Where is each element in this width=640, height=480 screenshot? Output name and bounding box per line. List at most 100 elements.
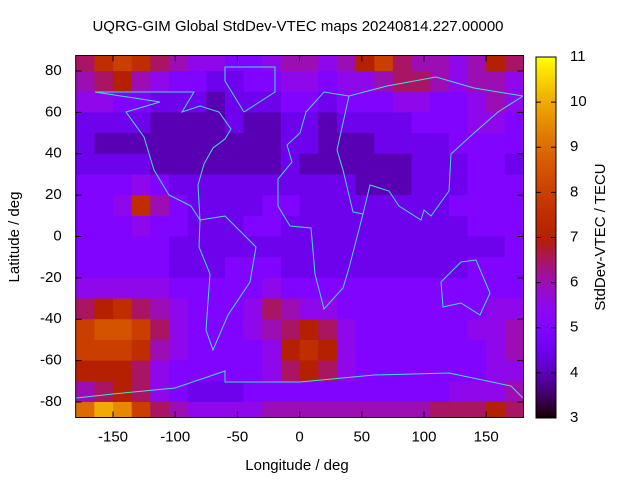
heatmap-cell [150,381,170,403]
colorbar-swatch [536,252,556,257]
colorbar-swatch [536,384,556,389]
coastline [224,66,276,113]
colorbar-swatch [536,411,556,416]
heatmap-cell [150,153,170,175]
heatmap-cell [168,236,189,258]
heatmap-cell [430,257,450,279]
x-tick-label: 0 [295,428,303,445]
heatmap-cell [448,112,468,134]
heatmap-cell [336,339,356,362]
heatmap-cell [374,133,394,155]
heatmap-cell [318,215,338,237]
colorbar-swatch [536,264,556,269]
heatmap-cell [430,319,450,341]
heatmap-cell [243,153,263,175]
heatmap-cell [392,277,412,299]
heatmap-cell [430,236,450,258]
colorbar-swatch [536,276,556,281]
heatmap-cell [392,236,412,258]
heatmap-cell [355,257,375,279]
heatmap-cell [206,360,226,382]
heatmap-cell [299,215,319,237]
heatmap-cell [243,277,263,299]
colorbar-swatch [536,249,556,254]
heatmap-cell [504,339,524,362]
colorbar-swatch [536,300,556,305]
colorbar-swatch [536,222,556,226]
heatmap-cell [280,381,300,403]
heatmap-cell [131,401,151,418]
heatmap-cell [131,91,151,113]
heatmap-cell [187,360,207,382]
heatmap-cell [280,401,300,418]
heatmap-cell [374,55,394,72]
heatmap-cell [355,215,375,237]
heatmap-cell [504,257,524,279]
heatmap-cell [411,339,431,362]
colorbar-swatch [536,147,556,151]
heatmap-cell [224,91,245,113]
heatmap-cell [392,319,412,341]
x-tick-label: -100 [160,428,190,445]
colorbar-swatch [536,225,556,229]
heatmap-cell [392,153,412,175]
heatmap-cell [336,215,356,237]
heatmap-cell [280,319,300,341]
heatmap-cell [448,277,468,299]
heatmap-cell [262,339,282,362]
heatmap-cell [224,174,245,196]
heatmap-cell [318,339,338,362]
heatmap-cell [262,401,282,418]
heatmap-cell [486,319,506,341]
heatmap-cell [467,55,487,72]
colorbar-swatch [536,93,556,97]
heatmap-cell [504,401,524,418]
heatmap-cell [113,174,133,196]
heatmap-cell [318,319,338,341]
heatmap-cell [430,112,450,134]
heatmap-cell [131,319,151,341]
heatmap-cell [243,257,263,279]
heatmap-cell [187,277,207,299]
heatmap-cell [150,215,170,237]
colorbar-swatch [536,105,556,109]
colorbar-swatch [536,261,556,266]
heatmap-cell [131,277,151,299]
heatmap-cell [75,319,95,341]
heatmap-cell [318,55,338,72]
heatmap-cell [168,215,189,237]
heatmap-cell [262,319,282,341]
heatmap-cell [168,360,189,382]
heatmap-cell [392,133,412,155]
heatmap-cell [187,91,207,113]
heatmap-cell [411,277,431,299]
heatmap-cell [187,298,207,320]
colorbar-swatch [536,231,556,235]
colorbar-swatch [536,270,556,275]
heatmap-cell [168,319,189,341]
colorbar-swatch [536,366,556,371]
heatmap-cell [374,401,394,418]
colorbar-swatch [536,141,556,145]
heatmap-cell [113,112,133,134]
colorbar-swatch [536,273,556,278]
heatmap-cell [374,339,394,362]
colorbar-swatch [536,195,556,199]
heatmap-cell [336,381,356,403]
heatmap-cell [355,174,375,196]
heatmap-cell [504,112,524,134]
heatmap-cell [113,215,133,237]
colorbar-swatch [536,132,556,136]
coastline [277,76,524,311]
heatmap-cell [75,71,95,93]
colorbar-swatch [536,234,556,238]
colorbar-swatch [536,240,556,245]
colorbar-swatch [536,303,556,308]
heatmap-cell [150,401,170,418]
heatmap-cell [168,339,189,362]
heatmap-cell [467,71,487,93]
heatmap-cell [168,55,189,72]
x-tick-label: 100 [411,428,436,445]
colorbar-tick-label: 3 [570,409,578,426]
colorbar-swatch [536,153,556,157]
